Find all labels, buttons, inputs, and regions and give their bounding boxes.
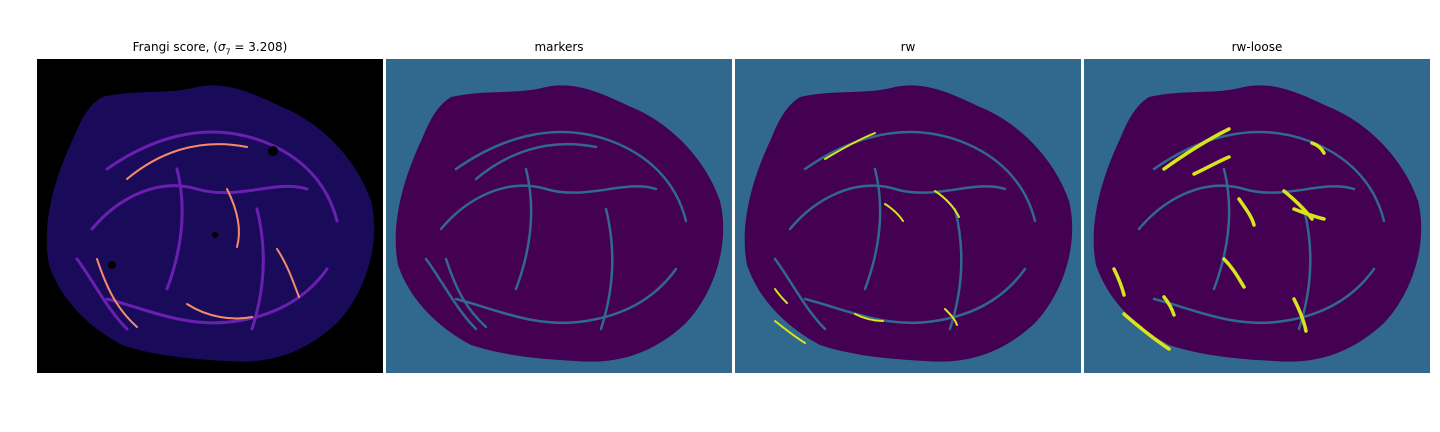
frangi-image — [37, 59, 383, 373]
frangi-title: Frangi score, (σ7 = 3.208) — [132, 40, 288, 57]
rw-loose-image — [1084, 59, 1430, 373]
frangi-panel: Frangi score, (σ7 = 3.208) — [37, 0, 383, 432]
rw-title: rw — [900, 40, 916, 54]
rw-panel: rw — [735, 0, 1081, 432]
markers-panel: markers — [386, 0, 732, 432]
rw-loose-panel: rw-loose — [1084, 0, 1430, 432]
rw-loose-title: rw-loose — [1231, 40, 1283, 54]
rw-image — [735, 59, 1081, 373]
markers-title: markers — [534, 40, 584, 54]
markers-image — [386, 59, 732, 373]
